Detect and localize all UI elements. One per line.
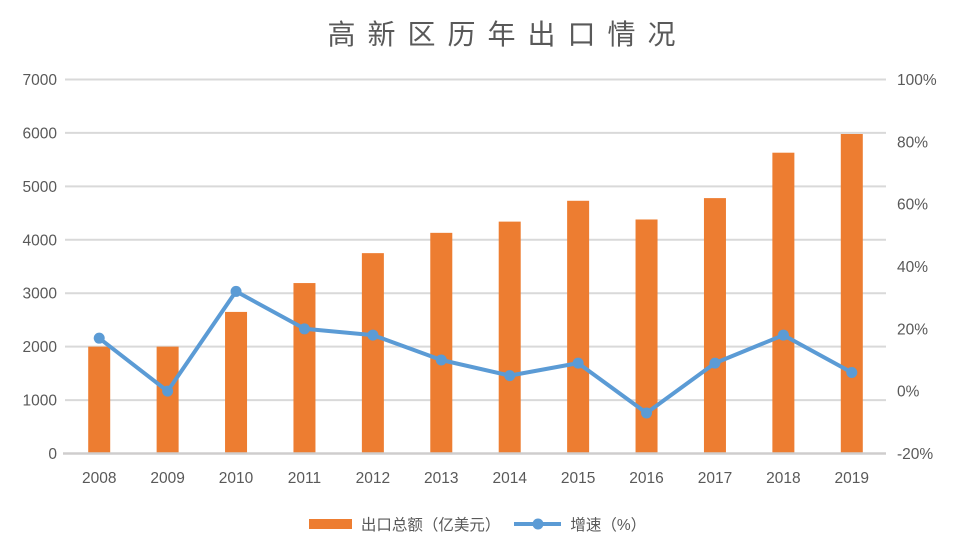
left-axis-tick: 0 <box>48 446 57 463</box>
growth-point-2016 <box>641 407 653 419</box>
bar-2009 <box>156 346 179 454</box>
growth-point-2008 <box>93 332 105 344</box>
bar-2011 <box>293 283 316 454</box>
x-axis-label-2013: 2013 <box>424 470 458 487</box>
bar-2015 <box>567 200 590 454</box>
left-axis-tick: 1000 <box>23 393 58 410</box>
legend-item-exports: 出口总额（亿美元） <box>308 513 501 535</box>
right-axis-tick: 60% <box>897 197 928 214</box>
x-axis-label-2018: 2018 <box>766 470 800 487</box>
legend-label-exports: 出口总额（亿美元） <box>360 517 501 534</box>
growth-point-2009 <box>162 385 174 397</box>
growth-line <box>97 289 854 415</box>
left-axis-tick: 6000 <box>23 125 58 142</box>
right-axis-tick: 0% <box>897 384 920 401</box>
bar-2010 <box>225 311 248 454</box>
right-axis-tick: 100% <box>897 72 937 89</box>
left-axis-tick: 7000 <box>23 72 58 89</box>
left-axis-tick: 3000 <box>23 286 58 303</box>
growth-point-2013 <box>435 354 447 366</box>
bar-2012 <box>361 253 384 454</box>
line-series-swatch-icon <box>514 518 562 530</box>
left-axis-tick: 4000 <box>23 232 58 249</box>
x-axis-label-2014: 2014 <box>492 470 527 487</box>
x-axis-label-2016: 2016 <box>629 470 663 487</box>
x-axis-label-2010: 2010 <box>219 470 254 487</box>
bar-2008 <box>88 346 111 454</box>
bar-2017 <box>703 198 726 454</box>
growth-point-2011 <box>298 323 310 335</box>
chart-legend: 出口总额（亿美元） 增速（%） <box>0 511 955 537</box>
growth-point-2015 <box>572 357 584 369</box>
x-axis-label-2017: 2017 <box>698 470 732 487</box>
x-axis-label-2012: 2012 <box>356 470 390 487</box>
growth-point-2019 <box>846 366 858 378</box>
x-axis-label-2019: 2019 <box>835 470 869 487</box>
chart-title: 高新区历年出口情况 <box>327 20 688 51</box>
growth-point-2018 <box>777 329 789 341</box>
right-axis-tick: 20% <box>897 321 928 338</box>
left-axis-tick: 2000 <box>23 339 58 356</box>
x-axis-label-2009: 2009 <box>150 470 184 487</box>
bar-2016 <box>635 219 658 454</box>
right-axis-tick: 40% <box>897 259 928 276</box>
x-axis-label-2011: 2011 <box>288 470 321 487</box>
x-axis-label-2015: 2015 <box>561 470 595 487</box>
growth-point-2017 <box>709 357 721 369</box>
growth-point-2010 <box>230 285 242 297</box>
legend-label-growth: 增速（%） <box>570 517 647 534</box>
legend-item-growth: 增速（%） <box>514 513 646 535</box>
bar-2013 <box>430 232 453 454</box>
growth-point-2014 <box>504 370 516 382</box>
x-axis-label-2008: 2008 <box>82 470 116 487</box>
bar-series-swatch-icon <box>308 519 352 529</box>
right-axis-tick: 80% <box>897 134 928 151</box>
bar-2018 <box>772 152 795 454</box>
right-axis-tick: -20% <box>897 446 933 463</box>
growth-point-2012 <box>367 329 379 341</box>
left-axis-tick: 5000 <box>23 179 58 196</box>
bar-2014 <box>498 221 521 454</box>
bar-2019 <box>840 133 863 454</box>
